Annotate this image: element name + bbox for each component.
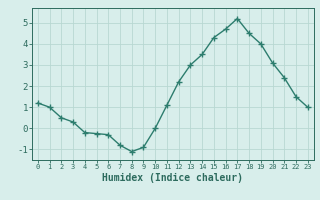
X-axis label: Humidex (Indice chaleur): Humidex (Indice chaleur): [102, 173, 243, 183]
